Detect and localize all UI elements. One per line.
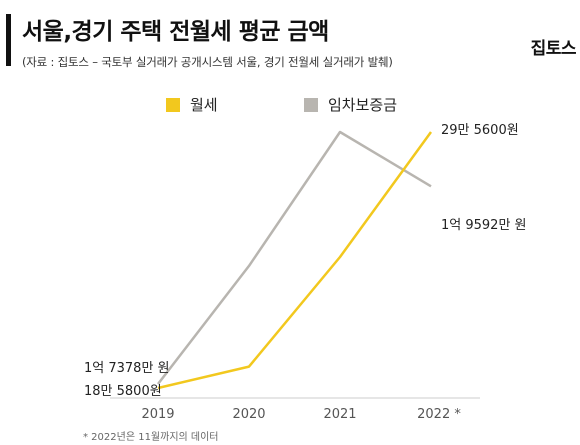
- data-label-deposit-0: 1억 7378만 원: [84, 361, 170, 376]
- data-label-deposit-3: 1억 9592만 원: [441, 218, 527, 233]
- source-note: (자료 : 집토스 – 국토부 실거래가 공개시스템 서울, 경기 전월세 실거…: [22, 55, 393, 69]
- legend-label-deposit: 임차보증금: [328, 96, 398, 114]
- chart-title: 서울,경기 주택 전월세 평균 금액: [22, 19, 329, 45]
- x-tick-label-2: 2021: [323, 407, 356, 422]
- data-label-monthly-rent-3: 29만 5600원: [441, 123, 519, 138]
- brand-logo: 집토스: [530, 39, 577, 59]
- title-accent-bar: [6, 14, 11, 66]
- legend-swatch-monthly-rent: [166, 98, 180, 112]
- legend-swatch-deposit: [304, 98, 318, 112]
- data-label-monthly-rent-0: 18만 5800원: [84, 384, 162, 399]
- x-tick-label-1: 2020: [232, 407, 265, 422]
- x-tick-label-3: 2022 *: [417, 407, 461, 422]
- legend-label-monthly-rent: 월세: [190, 96, 218, 114]
- footnote: * 2022년은 11월까지의 데이터: [83, 432, 219, 443]
- series-line-deposit: [157, 130, 432, 385]
- series-line-monthly-rent: [157, 131, 433, 390]
- x-tick-label-0: 2019: [141, 407, 174, 422]
